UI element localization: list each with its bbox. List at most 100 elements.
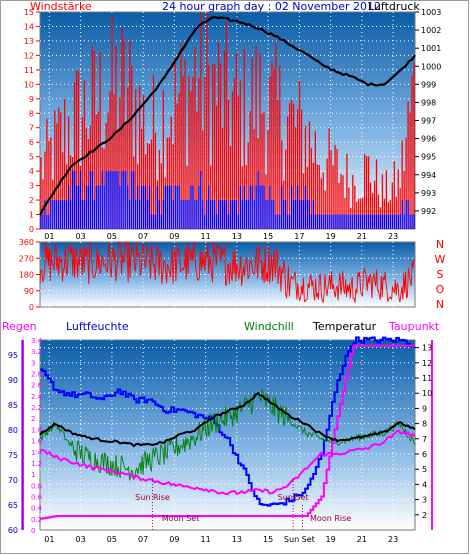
rain-tick-label: 1.6 (31, 438, 43, 446)
x-tick-label: 03 (76, 232, 86, 241)
pressure-tick-label: 992 (421, 207, 436, 216)
rain-tick-label: 2.4 (31, 393, 43, 401)
compass-label: W (435, 253, 446, 266)
temperature-tick-label: 4 (422, 480, 427, 489)
temperature-tick-label: 7 (422, 435, 427, 444)
direction-tick-label: 0 (29, 303, 34, 312)
sunrise-label: Sun Rise (135, 493, 170, 502)
x-tick-label: 19 (326, 535, 336, 544)
x-tick-label: 07 (138, 232, 148, 241)
x-tick-label: 13 (232, 232, 242, 241)
rain-tick-label: 0.6 (31, 493, 43, 501)
rain-tick-label: 3.2 (31, 348, 42, 356)
x-tick-label: 01 (44, 535, 54, 544)
humidity-tick-label: 90 (8, 376, 18, 385)
humidity-tick-label: 65 (8, 501, 18, 510)
wind-direction-line-group (39, 240, 416, 304)
wind-speed-tick-label: 6 (29, 138, 34, 147)
rain-label: Regen (2, 320, 37, 333)
wind-direction-line (39, 240, 416, 304)
temperature-lines (39, 336, 416, 520)
x-tick-label: 05 (107, 232, 117, 241)
pressure-line-group (39, 15, 416, 216)
x-tick-label: 15 (263, 232, 273, 241)
humidity-tick-label: 85 (8, 401, 18, 410)
temperature-tick-label: 5 (422, 465, 427, 474)
wind-speed-tick-label: 8 (29, 109, 34, 118)
pressure-tick-label: 995 (421, 153, 436, 162)
x-tick-label: 11 (201, 232, 211, 241)
humidity-tick-label: 70 (8, 476, 18, 485)
rain-tick-label: 2.6 (31, 382, 43, 390)
humidity-label: Luftfeuchte (66, 320, 129, 333)
temperature-tick-label: 6 (422, 450, 427, 459)
humidity-tick-label: 95 (8, 351, 18, 360)
humidity-tick-label: 60 (8, 526, 18, 535)
humidity-tick-label: 80 (8, 426, 18, 435)
wind-speed-tick-label: 14 (24, 22, 34, 31)
rain-tick-label: 2.8 (31, 371, 42, 379)
pressure-tick-label: 993 (421, 189, 436, 198)
wind-speed-tick-label: 9 (29, 95, 34, 104)
compass-label: N (436, 238, 444, 251)
temperature-tick-label: 3 (422, 496, 427, 505)
temperature-tick-label: 12 (422, 359, 432, 368)
wind-speed-tick-label: 12 (24, 51, 34, 60)
windchill-label: Windchill (244, 320, 294, 333)
pressure-tick-label: 994 (421, 171, 436, 180)
rain-tick-label: 3 (31, 359, 35, 367)
dewpoint-line (39, 429, 416, 496)
direction-tick-label: 360 (19, 238, 34, 247)
x-tick-label: 13 (232, 535, 242, 544)
pressure-tick-label: 1003 (421, 8, 441, 17)
direction-tick-label: 270 (19, 254, 34, 263)
rain-tick-label: 1.8 (31, 426, 42, 434)
temperature-x-axis: 01 03 05 07 09 11 13 15 Sun Set 19 21 23 (44, 535, 398, 544)
rain-tick-label: 0.4 (31, 505, 43, 513)
x-tick-label: 21 (357, 535, 367, 544)
x-tick-label: 07 (138, 535, 148, 544)
x-tick-label: 23 (388, 232, 398, 241)
rain-tick-label: 0 (31, 527, 35, 535)
x-tick-label: 09 (169, 535, 179, 544)
temperature-label: Temperatur (312, 320, 377, 333)
pressure-tick-label: 996 (421, 135, 436, 144)
moonset-label: Moon Set (162, 514, 199, 523)
pressure-tick-label: 998 (421, 98, 436, 107)
dewpoint-label: Taupunkt (388, 320, 440, 333)
humidity-axis: 60 65 70 75 80 85 90 95 (8, 340, 23, 535)
wind-direction-axis: 0 90 180 270 360 (19, 238, 40, 312)
wind-speed-tick-label: 10 (24, 80, 34, 89)
temperature-tick-label: 9 (422, 404, 427, 413)
pressure-axis: 992 993 994 995 996 997 998 999 1000 1001 1002 1003 (415, 8, 441, 216)
wind-speed-tick-label: 5 (29, 153, 34, 162)
rain-tick-label: 1.2 (31, 460, 42, 468)
rain-tick-label: 1.4 (31, 449, 43, 457)
temperature-tick-label: 11 (422, 374, 432, 383)
wind-speed-tick-label: 0 (29, 225, 34, 234)
x-tick-label: 19 (326, 232, 336, 241)
wind-speed-bars (40, 171, 415, 229)
x-tick-label: 23 (388, 535, 398, 544)
x-tick-label: 11 (201, 535, 211, 544)
rain-tick-label: 0.2 (31, 516, 42, 524)
wind-speed-tick-label: 7 (29, 124, 34, 133)
rain-tick-label: 2.2 (31, 404, 42, 412)
x-tick-label: 21 (357, 232, 367, 241)
direction-tick-label: 90 (24, 287, 34, 296)
compass-label: S (437, 268, 444, 281)
moonrise-label: Moon Rise (310, 514, 351, 523)
rain-line (40, 344, 415, 520)
wind-speed-tick-label: 3 (29, 182, 34, 191)
x-tick-label: Sun Set (284, 535, 315, 544)
temperature-axis: 2 3 4 5 6 7 8 9 10 11 12 13 (415, 340, 433, 530)
pressure-label: Luftdruck (368, 0, 420, 13)
compass-label: O (436, 283, 445, 296)
x-tick-label: 17 (294, 232, 304, 241)
wind-speed-tick-label: 1 (29, 211, 34, 220)
rain-tick-label: 1 (31, 471, 35, 479)
temperature-line (39, 391, 416, 448)
